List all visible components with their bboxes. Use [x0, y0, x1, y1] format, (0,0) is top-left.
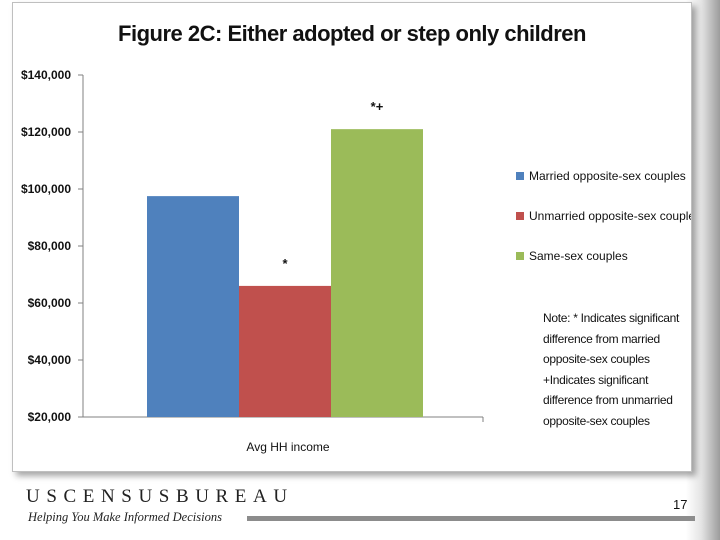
footer-divider — [247, 516, 695, 521]
legend-label: Unmarried opposite-sex couples — [529, 209, 691, 223]
census-bureau-logo: USCENSUSBUREAU — [26, 486, 294, 507]
legend-swatch — [516, 212, 524, 220]
y-tick-label: $140,000 — [21, 68, 71, 82]
note-line: +Indicates significant — [543, 372, 649, 387]
chart-title: Figure 2C: Either adopted or step only c… — [118, 21, 586, 46]
chart-note: Note: * Indicates significant difference … — [543, 308, 693, 431]
y-tick-label: $100,000 — [21, 182, 71, 196]
y-tick-label: $20,000 — [28, 410, 72, 424]
y-tick-label: $80,000 — [28, 239, 72, 253]
bar-3 — [331, 129, 423, 417]
significance-marker: * — [282, 256, 288, 271]
page-number: 17 — [673, 497, 688, 512]
y-tick-label: $40,000 — [28, 353, 72, 367]
legend-label: Same-sex couples — [529, 249, 628, 263]
legend-label: Married opposite-sex couples — [529, 169, 686, 183]
note-line: Note: * Indicates significant — [543, 311, 680, 325]
y-tick-label: $120,000 — [21, 125, 71, 139]
note-line: difference from married — [543, 331, 660, 346]
note-line: difference from unmarried — [543, 393, 673, 407]
bar-2 — [239, 285, 331, 417]
bar-1 — [147, 196, 239, 417]
note-line: opposite-sex couples — [543, 413, 650, 428]
chart-panel: Figure 2C: Either adopted or step only c… — [12, 2, 692, 472]
legend-swatch — [516, 172, 524, 180]
significance-marker: *+ — [371, 99, 384, 114]
y-tick-label: $60,000 — [28, 296, 72, 310]
note-line: opposite-sex couples — [543, 352, 650, 366]
legend-swatch — [516, 252, 524, 260]
footer-tagline: Helping You Make Informed Decisions — [28, 510, 222, 524]
bar-chart: $20,000 $40,000 $60,000 $80,000 $100,000 $120… — [21, 68, 691, 454]
x-tick-label: Avg HH income — [246, 440, 329, 454]
